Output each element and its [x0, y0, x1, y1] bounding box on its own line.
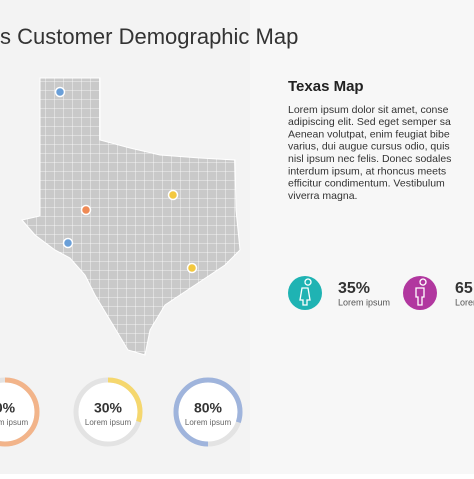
- stat-value: 65: [455, 280, 473, 297]
- panel-line: Aenean volutpat, enim feugiat bibe: [288, 128, 450, 140]
- panel-line: interdum ipsum, at rhoncus meets: [288, 165, 446, 177]
- icon-circle: [288, 276, 322, 310]
- panel-line: varius, dui augue cursus odio, quis: [288, 141, 450, 153]
- map-pins: [54, 86, 198, 274]
- rings: 0% Lorem ipsum 30% Lorem ipsum 80% Lorem…: [0, 377, 243, 447]
- ring-label: Lorem ipsum: [185, 418, 232, 427]
- pin: [167, 189, 179, 201]
- panel-line: Lorem ipsum dolor sit amet, conse: [288, 104, 449, 116]
- pin: [186, 262, 198, 274]
- pin: [62, 237, 74, 249]
- stat-value: 35%: [338, 280, 370, 297]
- panel-heading: Texas Map: [288, 78, 364, 95]
- stat-label: Lorem ipsum: [455, 297, 474, 307]
- pin: [54, 86, 66, 98]
- ring-arc: [0, 377, 40, 447]
- ring-value: 30%: [94, 400, 123, 416]
- texas-map: [21, 77, 241, 356]
- ring-arc: [73, 377, 143, 447]
- pin: [80, 204, 92, 216]
- panel-text: Lorem ipsum dolor sit amet, conseadipisc…: [288, 104, 451, 202]
- background-photo: [250, 0, 474, 474]
- icon-circle: [403, 276, 437, 310]
- person-icon: [415, 278, 427, 306]
- ring-value: 0%: [0, 400, 16, 416]
- ring-label: Lorem ipsum: [85, 418, 132, 427]
- stat-label: Lorem ipsum: [338, 297, 390, 307]
- ring-value: 80%: [194, 400, 223, 416]
- ring-arc: [173, 377, 243, 447]
- panel-line: efficitur condimentum. Vestibulum: [288, 178, 445, 190]
- panel-line: nisl ipsum nec felis. Donec sodales: [288, 153, 451, 165]
- person-icon: [299, 278, 312, 306]
- title: s Customer Demographic Map: [0, 24, 298, 49]
- panel-line: adipiscing elit. Sed eget semper sa: [288, 116, 451, 128]
- ring-label: Lorem ipsum: [0, 418, 28, 427]
- panel-line: viverra magna.: [288, 190, 357, 202]
